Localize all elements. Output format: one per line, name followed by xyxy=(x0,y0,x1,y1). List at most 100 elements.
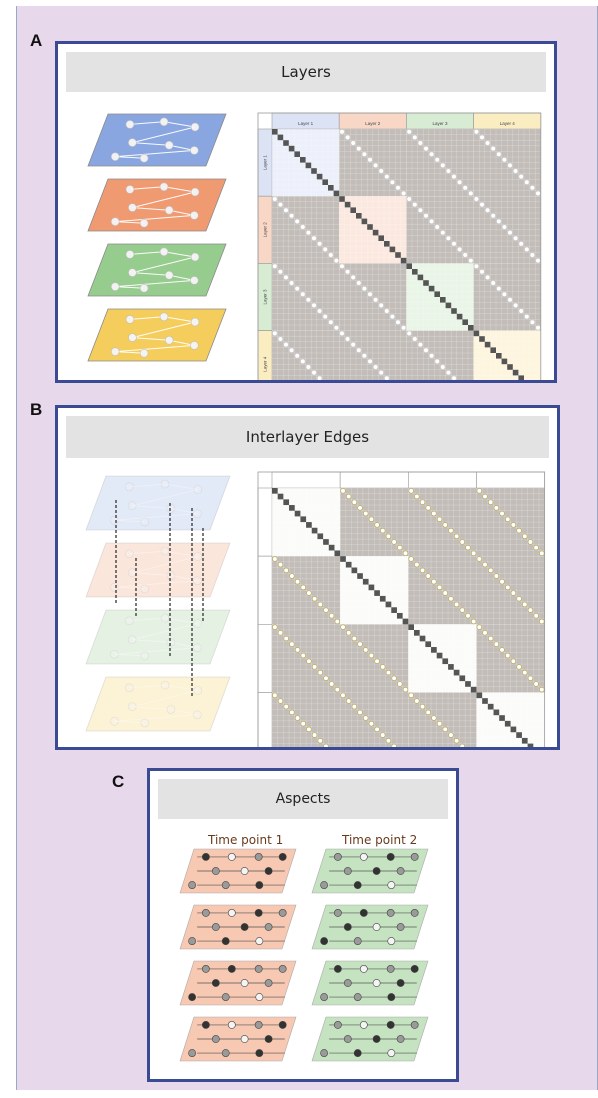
matrix-column-header-label: Layer 4 xyxy=(500,121,516,126)
interlayer-entry xyxy=(423,213,429,219)
interlayer-entry xyxy=(368,652,375,659)
diagonal-cell xyxy=(391,607,397,613)
aspect-node xyxy=(221,881,230,889)
network-node xyxy=(110,515,119,525)
diagonal-cell xyxy=(423,280,429,286)
interlayer-entry xyxy=(468,257,474,264)
matrix-block xyxy=(473,263,541,331)
network-node xyxy=(139,153,149,163)
aspect-network xyxy=(320,853,419,889)
diagonal-cell xyxy=(493,709,500,716)
interlayer-entry xyxy=(428,218,435,225)
interlayer-entry xyxy=(482,493,488,500)
panel-c-diagram xyxy=(179,848,429,1062)
interlayer-entry xyxy=(436,720,443,727)
interlayer-entry xyxy=(384,375,390,380)
aspect-node xyxy=(372,923,381,931)
interlayer-entry xyxy=(322,246,328,253)
interlayer-entry xyxy=(294,218,300,225)
interlayer-entry xyxy=(501,157,508,163)
network-node xyxy=(166,504,176,513)
interlayer-entry xyxy=(408,488,414,494)
interlayer-entry xyxy=(484,140,491,146)
network-node xyxy=(166,705,176,714)
network-edge xyxy=(114,647,198,655)
diagonal-cell xyxy=(328,185,334,191)
network-node xyxy=(193,509,202,519)
diagonal-cell xyxy=(521,737,528,744)
network-node xyxy=(124,549,134,559)
aspect-node xyxy=(387,993,396,1001)
interlayer-edges xyxy=(115,500,204,698)
layer-plane xyxy=(85,542,231,598)
diagonal-cell xyxy=(468,325,474,331)
network-node xyxy=(193,576,202,586)
layer-plane xyxy=(87,178,227,232)
panel-c-letter: C xyxy=(112,772,125,791)
layer-network xyxy=(110,312,200,358)
diagonal-cell xyxy=(357,573,363,579)
interlayer-entry xyxy=(417,140,424,146)
matrix-block xyxy=(476,624,545,693)
interlayer-entry xyxy=(533,613,539,619)
diagonal-cell xyxy=(277,134,284,141)
network-edge xyxy=(115,214,195,223)
interlayer-entry xyxy=(272,624,278,630)
interlayer-entry xyxy=(333,325,340,331)
diagonal-cell xyxy=(311,527,318,534)
interlayer-entry xyxy=(473,196,480,202)
network-node xyxy=(193,643,202,653)
interlayer-entry xyxy=(473,129,480,135)
diagonal-cell xyxy=(436,652,443,659)
interlayer-entry xyxy=(518,173,524,180)
interlayer-entry xyxy=(311,732,318,738)
interlayer-entry xyxy=(462,185,468,191)
interlayer-entry xyxy=(487,499,494,505)
interlayer-entry xyxy=(311,369,317,376)
interlayer-entry xyxy=(385,669,392,676)
diagonal-cell xyxy=(456,313,463,320)
network-edge xyxy=(114,720,145,724)
interlayer-entry xyxy=(535,190,541,197)
interlayer-entry xyxy=(367,358,373,365)
interlayer-entry xyxy=(414,493,420,500)
interlayer-entry xyxy=(300,224,306,230)
network-node xyxy=(124,683,134,693)
aspect-node xyxy=(211,979,220,987)
panel-b-diagram xyxy=(85,471,546,747)
interlayer-entry xyxy=(305,229,312,236)
interlayer-entry xyxy=(306,590,312,596)
diagonal-cell xyxy=(311,168,317,174)
network-node xyxy=(164,335,174,345)
interlayer-entry xyxy=(445,369,452,376)
interlayer-entry xyxy=(496,151,502,157)
interlayer-entry xyxy=(357,505,363,511)
network-edge xyxy=(129,316,165,320)
aspect-node xyxy=(201,1021,210,1029)
interlayer-entry xyxy=(350,341,356,348)
matrix-block xyxy=(272,624,341,693)
interlayer-entry xyxy=(493,641,500,647)
aspect-node xyxy=(201,909,210,917)
network-node xyxy=(110,217,120,226)
interlayer-entry xyxy=(283,635,289,642)
aspect-node xyxy=(254,1021,263,1029)
network-node xyxy=(190,122,200,132)
diagonal-cell xyxy=(328,544,335,551)
interlayer-entry xyxy=(305,297,312,303)
network-edge xyxy=(170,574,198,582)
diagonal-cell xyxy=(434,291,440,297)
interlayer-entry xyxy=(384,308,390,314)
interlayer-entry xyxy=(470,550,477,557)
diagonal-cell xyxy=(465,681,471,687)
network-node xyxy=(125,250,135,259)
interlayer-entry xyxy=(482,561,488,568)
aspect-node xyxy=(396,923,405,931)
interlayer-entry xyxy=(283,703,289,710)
interlayer-entry xyxy=(344,134,351,141)
network-edge xyxy=(115,279,195,288)
aspect-node xyxy=(387,937,396,945)
interlayer-entry xyxy=(378,168,384,174)
interlayer-entry xyxy=(351,635,358,642)
